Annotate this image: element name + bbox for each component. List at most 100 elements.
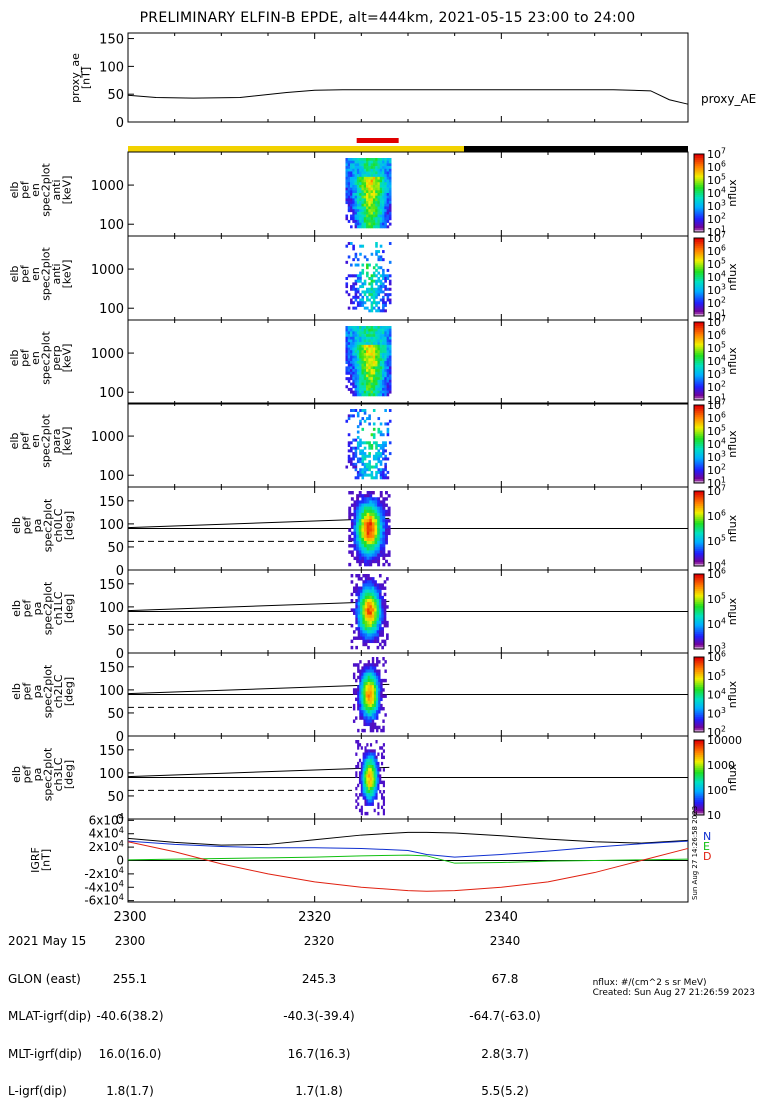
pa-cell [360, 602, 363, 606]
axis-label-line: spec2plot [39, 163, 52, 217]
pa-cell [367, 707, 371, 711]
pa-colorbar-cell [694, 709, 704, 712]
spectrum-cell [375, 187, 378, 191]
pa-cell [371, 663, 375, 667]
pa-cell [377, 802, 380, 806]
pa-cell [355, 589, 358, 594]
pa-cell [364, 553, 367, 557]
pa-cell [374, 519, 378, 523]
spectrum-cell [386, 287, 390, 291]
spectrum-cell [377, 225, 381, 229]
pa-cell [369, 691, 373, 695]
spectrum-colorbar-cell [694, 406, 704, 410]
spectrum-cell [354, 352, 358, 356]
spectrum-cell [354, 158, 358, 161]
pa-cell [377, 509, 381, 514]
pa-cell [373, 722, 377, 727]
spectrum-cell [388, 328, 392, 332]
pa-colorbar-cell [694, 564, 704, 567]
pa-cell [375, 761, 378, 766]
spectrum-colorbar-cell [694, 349, 704, 352]
pa-cell [364, 608, 368, 612]
spectrum-cell [356, 211, 360, 215]
spectrum-cell [377, 176, 381, 180]
pa-cell [360, 599, 363, 603]
spectrum-cell [375, 209, 378, 213]
ae-series-line [127, 89, 689, 105]
spectrum-cell [366, 369, 369, 373]
spectrum-cell [366, 176, 369, 180]
spectrum-colorbar-cell [694, 280, 704, 284]
pa-cell [368, 761, 371, 766]
spectrum-cell [366, 158, 369, 161]
spectrum-cell [352, 166, 355, 170]
spectrum-panel-frame [127, 151, 689, 237]
spectrum-cell [356, 274, 360, 278]
spectrum-cell [372, 293, 376, 297]
pa-cell [364, 589, 368, 594]
pa-cell [383, 639, 387, 644]
spectrum-cell [354, 393, 358, 397]
pa-cell [371, 777, 374, 781]
spectrum-cell [352, 457, 355, 461]
spectrum-cell [356, 303, 360, 307]
spectrum-colorbar-cell [694, 376, 704, 380]
spectrum-cell [377, 468, 381, 472]
axis-label-line: pa [31, 768, 44, 782]
pa-cell [367, 691, 371, 695]
spectrum-cell [379, 198, 383, 202]
pa-cell [371, 700, 375, 705]
pa-colorbar-tick: 103 [707, 706, 726, 720]
spectrum-cell [361, 171, 365, 175]
spectrum-colorbar-cell [694, 442, 704, 445]
pa-cell [374, 633, 377, 637]
spectrum-cell [352, 203, 355, 207]
spectrum-colorbar-cell [694, 463, 704, 466]
spectrum-cell [366, 198, 369, 202]
pa-colorbar-tick: 105 [707, 592, 726, 606]
pa-cell [371, 725, 375, 730]
spectrum-cell [388, 385, 392, 389]
spectrum-cell [361, 271, 365, 275]
pa-cell [366, 516, 370, 520]
spectrum-cell [382, 334, 385, 338]
spectrum-cell [354, 193, 358, 196]
spectrum-cell [366, 201, 369, 205]
pa-cell [362, 580, 366, 584]
pa-colorbar-tick: 105 [707, 534, 726, 548]
spectrum-cell [388, 282, 392, 286]
spectrum-cell [350, 347, 353, 351]
pa-cell [381, 595, 384, 600]
pa-cell [364, 547, 367, 551]
spectrum-cell [350, 225, 353, 229]
spectrum-cell [372, 301, 376, 305]
spectrum-cell [384, 285, 387, 289]
spectrum-cell [366, 328, 369, 332]
pa-cell [373, 666, 377, 670]
spectrum-panel-frame [127, 319, 689, 405]
spectrum-cell [372, 198, 376, 202]
spectrum-cell [366, 342, 369, 346]
pa-cell [350, 639, 354, 644]
spectrum-cell [361, 339, 365, 343]
pa-cell [358, 531, 362, 536]
spectrum-cell [352, 382, 355, 386]
spectrum-cell [382, 374, 385, 378]
spectrum-cell [388, 187, 392, 191]
spectrum-cell [352, 198, 355, 202]
pa-cell [357, 740, 360, 744]
spectrum-cell [368, 219, 371, 223]
pa-cell [366, 777, 369, 781]
spectrum-cell [345, 419, 349, 423]
pa-colorbar-cell [694, 552, 704, 556]
pa-cell [371, 768, 374, 772]
spectrum-cell [375, 217, 378, 221]
pa-colorbar-cell [694, 530, 704, 533]
pa-cell [366, 537, 370, 542]
pa-colorbar-cell [694, 660, 704, 664]
spectrum-cell [388, 242, 392, 245]
pa-cell [371, 547, 375, 551]
spectrum-ytick-label: 100 [99, 469, 124, 484]
spectrum-cell [350, 263, 353, 267]
pa-colorbar-cell [694, 547, 704, 550]
